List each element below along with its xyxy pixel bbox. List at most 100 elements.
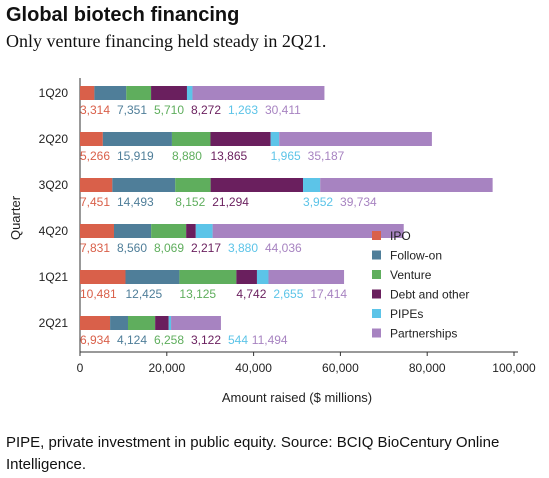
y-tick-label: 1Q21 xyxy=(39,270,69,284)
bar-segment xyxy=(171,132,211,146)
data-label: 6,258 xyxy=(154,333,184,347)
bar-segment xyxy=(94,86,127,100)
legend-swatch xyxy=(372,289,381,299)
x-tick-label: 40,000 xyxy=(235,361,272,375)
data-label: 7,451 xyxy=(80,195,110,209)
bar-segment xyxy=(102,132,172,146)
chart-subtitle: Only venture financing held steady in 2Q… xyxy=(6,31,327,51)
data-label: 11,494 xyxy=(252,333,288,347)
data-label: 544 xyxy=(228,333,248,347)
bar-segment xyxy=(113,224,152,238)
data-label: 5,266 xyxy=(80,149,110,163)
bar-segment xyxy=(125,270,180,284)
chart-title: Global biotech financing xyxy=(6,4,240,26)
legend-label: Partnerships xyxy=(390,327,457,341)
bar-segment xyxy=(236,270,257,284)
bar-segment xyxy=(186,86,193,100)
data-label: 6,934 xyxy=(80,333,110,347)
bar-segment xyxy=(126,86,152,100)
legend-label: IPO xyxy=(390,229,411,243)
data-label: 8,069 xyxy=(154,241,184,255)
data-label: 7,831 xyxy=(80,241,110,255)
data-label: 17,414 xyxy=(310,287,347,301)
bar-segment xyxy=(270,132,280,146)
data-label: 14,493 xyxy=(117,195,154,209)
data-label: 13,125 xyxy=(179,287,216,301)
data-label: 3,952 xyxy=(303,195,333,209)
bar-segment xyxy=(80,132,103,146)
data-label: 8,152 xyxy=(175,195,205,209)
data-label: 3,122 xyxy=(191,333,221,347)
x-tick-label: 60,000 xyxy=(322,361,359,375)
bar-segment xyxy=(256,270,269,284)
legend-label: Follow-on xyxy=(390,249,442,263)
y-tick-label: 2Q20 xyxy=(39,132,69,146)
y-axis-title: Quarter xyxy=(8,195,23,240)
data-label: 3,880 xyxy=(228,241,258,255)
bar-segment xyxy=(127,316,156,330)
bar-segment xyxy=(210,132,271,146)
bar-segment xyxy=(155,316,169,330)
data-label: 13,865 xyxy=(210,149,247,163)
bar-segment xyxy=(268,270,345,284)
bar-segment xyxy=(80,178,113,192)
x-tick-label: 20,000 xyxy=(148,361,185,375)
legend-swatch xyxy=(372,250,381,260)
data-label: 2,655 xyxy=(273,287,303,301)
legend-swatch xyxy=(372,328,381,338)
x-tick-label: 80,000 xyxy=(409,361,446,375)
data-label: 10,481 xyxy=(80,287,117,301)
data-label: 15,919 xyxy=(117,149,154,163)
bar-segment xyxy=(175,178,211,192)
bar-segment xyxy=(110,316,128,330)
data-label: 4,742 xyxy=(236,287,266,301)
data-label: 2,217 xyxy=(191,241,221,255)
x-tick-label: 100,000 xyxy=(492,361,536,375)
legend-label: PIPEs xyxy=(390,307,423,321)
footnote: PIPE, private investment in public equit… xyxy=(6,434,500,473)
legend-swatch xyxy=(372,309,381,318)
data-label: 5,710 xyxy=(154,103,184,117)
bar-segment xyxy=(112,178,176,192)
y-tick-label: 3Q20 xyxy=(39,178,69,192)
legend-label: Debt and other xyxy=(390,288,469,302)
bar-segment xyxy=(195,224,213,238)
data-label: 44,036 xyxy=(265,241,302,255)
bar-segment xyxy=(171,316,221,330)
x-tick-label: 0 xyxy=(77,361,84,375)
bar-segment xyxy=(212,224,404,238)
stacked-bar-chart: 0 20,000 40,000 60,000 80,000 100,000 Amount r… xyxy=(8,78,536,405)
bar-segment xyxy=(210,178,304,192)
legend-swatch xyxy=(372,231,381,240)
data-label: 3,314 xyxy=(80,103,110,117)
bar-segment xyxy=(179,270,237,284)
bar-segment xyxy=(151,224,187,238)
data-label: 39,734 xyxy=(340,195,377,209)
bar-segment xyxy=(80,316,111,330)
data-label: 8,272 xyxy=(191,103,221,117)
bar-segment xyxy=(320,178,493,192)
bar-segment xyxy=(80,224,114,238)
data-label: 21,294 xyxy=(212,195,249,209)
bar-segment xyxy=(168,316,172,330)
data-label: 1,263 xyxy=(228,103,258,117)
data-label: 12,425 xyxy=(125,287,162,301)
data-label: 1,965 xyxy=(271,149,301,163)
bar-segment xyxy=(80,270,126,284)
bar-segment xyxy=(151,86,187,100)
data-label: 35,187 xyxy=(308,149,345,163)
bar-segment xyxy=(186,224,196,238)
bar-segment xyxy=(192,86,325,100)
x-axis-title: Amount raised ($ millions) xyxy=(222,390,372,405)
bar-segment xyxy=(303,178,321,192)
y-tick-label: 2Q21 xyxy=(39,316,69,330)
y-tick-label: 1Q20 xyxy=(39,86,69,100)
data-label: 7,351 xyxy=(117,103,147,117)
bar-segment xyxy=(80,86,95,100)
legend-swatch xyxy=(372,270,381,279)
y-tick-label: 4Q20 xyxy=(39,224,69,238)
data-label: 8,560 xyxy=(117,241,147,255)
data-label: 4,124 xyxy=(117,333,147,347)
bar-segment xyxy=(279,132,432,146)
legend-label: Venture xyxy=(390,268,432,282)
